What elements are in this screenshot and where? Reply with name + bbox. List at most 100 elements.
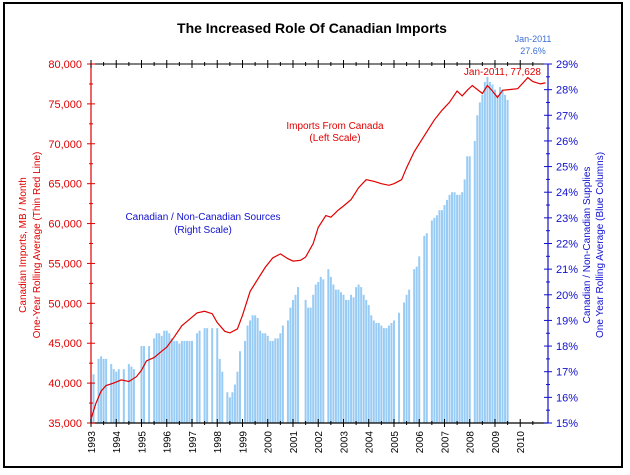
bar bbox=[261, 333, 264, 423]
bar bbox=[440, 210, 443, 423]
bar bbox=[339, 292, 342, 423]
bar bbox=[461, 192, 464, 423]
right-tick-label: 20% bbox=[556, 290, 578, 302]
bar bbox=[110, 364, 113, 423]
bar bbox=[504, 94, 507, 424]
bar bbox=[499, 87, 502, 423]
line-series-label: Imports From Canada bbox=[286, 121, 384, 132]
bar bbox=[140, 346, 143, 423]
bar bbox=[365, 299, 368, 423]
bar bbox=[190, 340, 193, 423]
bar bbox=[115, 371, 118, 423]
bar bbox=[264, 333, 267, 423]
bar bbox=[377, 322, 380, 423]
bar bbox=[387, 325, 390, 423]
bar bbox=[380, 325, 383, 423]
bar bbox=[317, 281, 320, 423]
bar bbox=[382, 328, 385, 423]
bar bbox=[238, 351, 241, 423]
bar bbox=[155, 333, 158, 423]
right-tick-label: 27% bbox=[556, 110, 578, 122]
bar bbox=[423, 235, 426, 423]
bar bbox=[112, 369, 115, 423]
x-tick-label: 1996 bbox=[163, 431, 174, 454]
x-tick-label: 2003 bbox=[339, 431, 350, 454]
left-tick-label: 75,000 bbox=[48, 99, 82, 111]
x-tick-label: 1999 bbox=[238, 431, 249, 454]
bar bbox=[357, 284, 360, 423]
x-tick-label: 1995 bbox=[137, 431, 148, 454]
left-tick-label: 45,000 bbox=[48, 338, 82, 350]
bar bbox=[355, 287, 358, 423]
bar bbox=[392, 320, 395, 423]
left-tick-label: 40,000 bbox=[48, 378, 82, 390]
bar-series bbox=[90, 76, 509, 424]
bar bbox=[483, 81, 486, 423]
bar bbox=[309, 307, 312, 423]
bar bbox=[256, 317, 259, 423]
bar bbox=[130, 366, 133, 423]
bar bbox=[314, 284, 317, 423]
line-series-scale-label: (Left Scale) bbox=[309, 133, 360, 144]
x-tick-label: 2000 bbox=[264, 431, 275, 454]
bar bbox=[476, 115, 479, 424]
bar bbox=[183, 340, 186, 423]
bar bbox=[385, 328, 388, 423]
bar bbox=[274, 338, 277, 423]
x-tick-label: 2004 bbox=[365, 431, 376, 454]
x-tick-label: 2002 bbox=[314, 431, 325, 454]
bar bbox=[463, 179, 466, 423]
right-tick-label: 21% bbox=[556, 264, 578, 276]
bar bbox=[360, 287, 363, 423]
bar bbox=[188, 340, 191, 423]
bar bbox=[415, 266, 418, 423]
left-tick-label: 80,000 bbox=[48, 59, 82, 71]
bar bbox=[165, 330, 168, 423]
bar bbox=[271, 340, 274, 423]
bar bbox=[466, 156, 469, 424]
left-axis-label-1: Canadian Imports, MB / Month bbox=[18, 177, 29, 313]
bar bbox=[493, 89, 496, 424]
bar bbox=[143, 346, 146, 423]
bar bbox=[105, 358, 108, 423]
bar bbox=[185, 340, 188, 423]
bar bbox=[122, 369, 125, 423]
bar bbox=[175, 340, 178, 423]
bar bbox=[446, 199, 449, 423]
bar bbox=[307, 307, 310, 423]
bar bbox=[481, 94, 484, 424]
x-tick-label: 2005 bbox=[390, 431, 401, 454]
bar bbox=[279, 333, 282, 423]
right-tick-label: 29% bbox=[556, 59, 578, 71]
left-tick-label: 70,000 bbox=[48, 139, 82, 151]
x-tick-label: 2006 bbox=[415, 431, 426, 454]
bar bbox=[398, 312, 401, 423]
bar bbox=[491, 84, 494, 423]
left-tick-label: 50,000 bbox=[48, 298, 82, 310]
bar-end-annotation-date: Jan-2011 bbox=[515, 34, 552, 44]
bar bbox=[233, 384, 236, 423]
bar bbox=[178, 343, 181, 423]
x-tick-label: 2010 bbox=[516, 431, 527, 454]
x-tick-label: 1993 bbox=[87, 431, 98, 454]
right-tick-label: 22% bbox=[556, 239, 578, 251]
bar bbox=[418, 256, 421, 423]
bar bbox=[453, 192, 456, 423]
bar bbox=[269, 340, 272, 423]
x-axis-ticks: 1993 1994 1995 1996 1997 1998 1999 2000 2001 2002… bbox=[87, 60, 534, 454]
bar bbox=[100, 356, 103, 423]
bar bbox=[322, 279, 325, 423]
bar bbox=[370, 315, 373, 423]
bar bbox=[456, 194, 459, 423]
bar bbox=[403, 302, 406, 423]
x-tick-label: 2009 bbox=[491, 431, 502, 454]
bar bbox=[246, 325, 249, 423]
bar bbox=[92, 374, 95, 423]
bar bbox=[173, 340, 176, 423]
bar bbox=[168, 333, 171, 423]
bar bbox=[329, 276, 332, 423]
bar bbox=[216, 328, 219, 423]
bar bbox=[342, 294, 345, 423]
bar bbox=[206, 328, 209, 423]
bar bbox=[297, 287, 300, 423]
